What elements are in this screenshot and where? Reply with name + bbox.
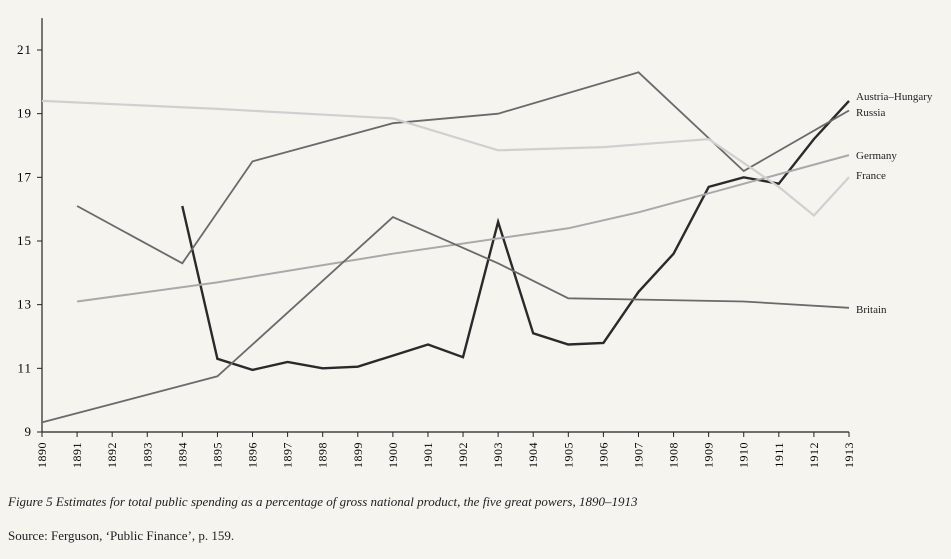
x-tick-label: 1901	[421, 442, 435, 468]
x-tick-label: 1910	[737, 442, 751, 468]
x-tick-label: 1900	[386, 442, 400, 468]
series-label-britain: Britain	[856, 304, 887, 316]
series-label-russia: Russia	[856, 107, 885, 119]
x-tick-label: 1896	[246, 442, 260, 468]
figure-caption: Figure 5 Estimates for total public spen…	[8, 494, 638, 509]
x-tick-label: 1892	[105, 442, 119, 468]
x-tick-label: 1897	[281, 442, 295, 468]
series-line-germany	[76, 154, 850, 303]
chart-axes: 9 11 13 15 17 19 21 1890 1891 1892 1893 1894 1895 189…	[17, 18, 856, 468]
x-tick-label: 1893	[140, 442, 154, 468]
y-tick-label: 19	[17, 106, 32, 121]
series-label-germany: Germany	[856, 150, 897, 162]
x-tick-label: 1891	[70, 442, 84, 468]
x-tick-label: 1895	[210, 442, 224, 468]
x-tick-label: 1894	[175, 442, 189, 468]
x-tick-label: 1898	[316, 442, 330, 468]
series-labels: Austria–Hungary Russia Germany France Britai…	[856, 91, 933, 316]
series-label-austria-hungary: Austria–Hungary	[856, 91, 933, 103]
x-tick-label: 1906	[596, 442, 610, 468]
x-tick-label: 1890	[35, 442, 49, 468]
x-tick-label: 1913	[842, 442, 856, 468]
x-tick-label: 1902	[456, 442, 470, 468]
x-tick-label: 1899	[351, 442, 365, 468]
x-tick-label: 1907	[631, 442, 645, 468]
y-tick-label: 13	[17, 297, 32, 312]
chart-series	[41, 71, 850, 424]
x-tick-label: 1908	[667, 442, 681, 468]
series-line-russia	[76, 71, 850, 265]
series-label-france: France	[856, 170, 886, 182]
series-line-france	[41, 99, 850, 218]
x-tick-label: 1909	[702, 442, 716, 468]
x-tick-label: 1911	[772, 442, 786, 468]
y-tick-label: 9	[25, 424, 33, 439]
x-tick-label: 1912	[807, 442, 821, 468]
figure-source: Source: Ferguson, ‘Public Finance’, p. 1…	[8, 528, 235, 543]
series-line-britain	[41, 216, 850, 424]
y-tick-label: 21	[17, 42, 32, 57]
y-tick-label: 17	[17, 169, 32, 184]
x-tick-label: 1903	[491, 442, 505, 468]
x-tick-label: 1905	[561, 442, 575, 468]
line-chart: 9 11 13 15 17 19 21 1890 1891 1892 1893 1894 1895 189…	[17, 18, 933, 468]
x-tick-label: 1904	[526, 442, 540, 468]
y-tick-label: 11	[17, 360, 32, 375]
series-line-austria-hungary	[181, 100, 850, 372]
y-tick-label: 15	[17, 233, 32, 248]
